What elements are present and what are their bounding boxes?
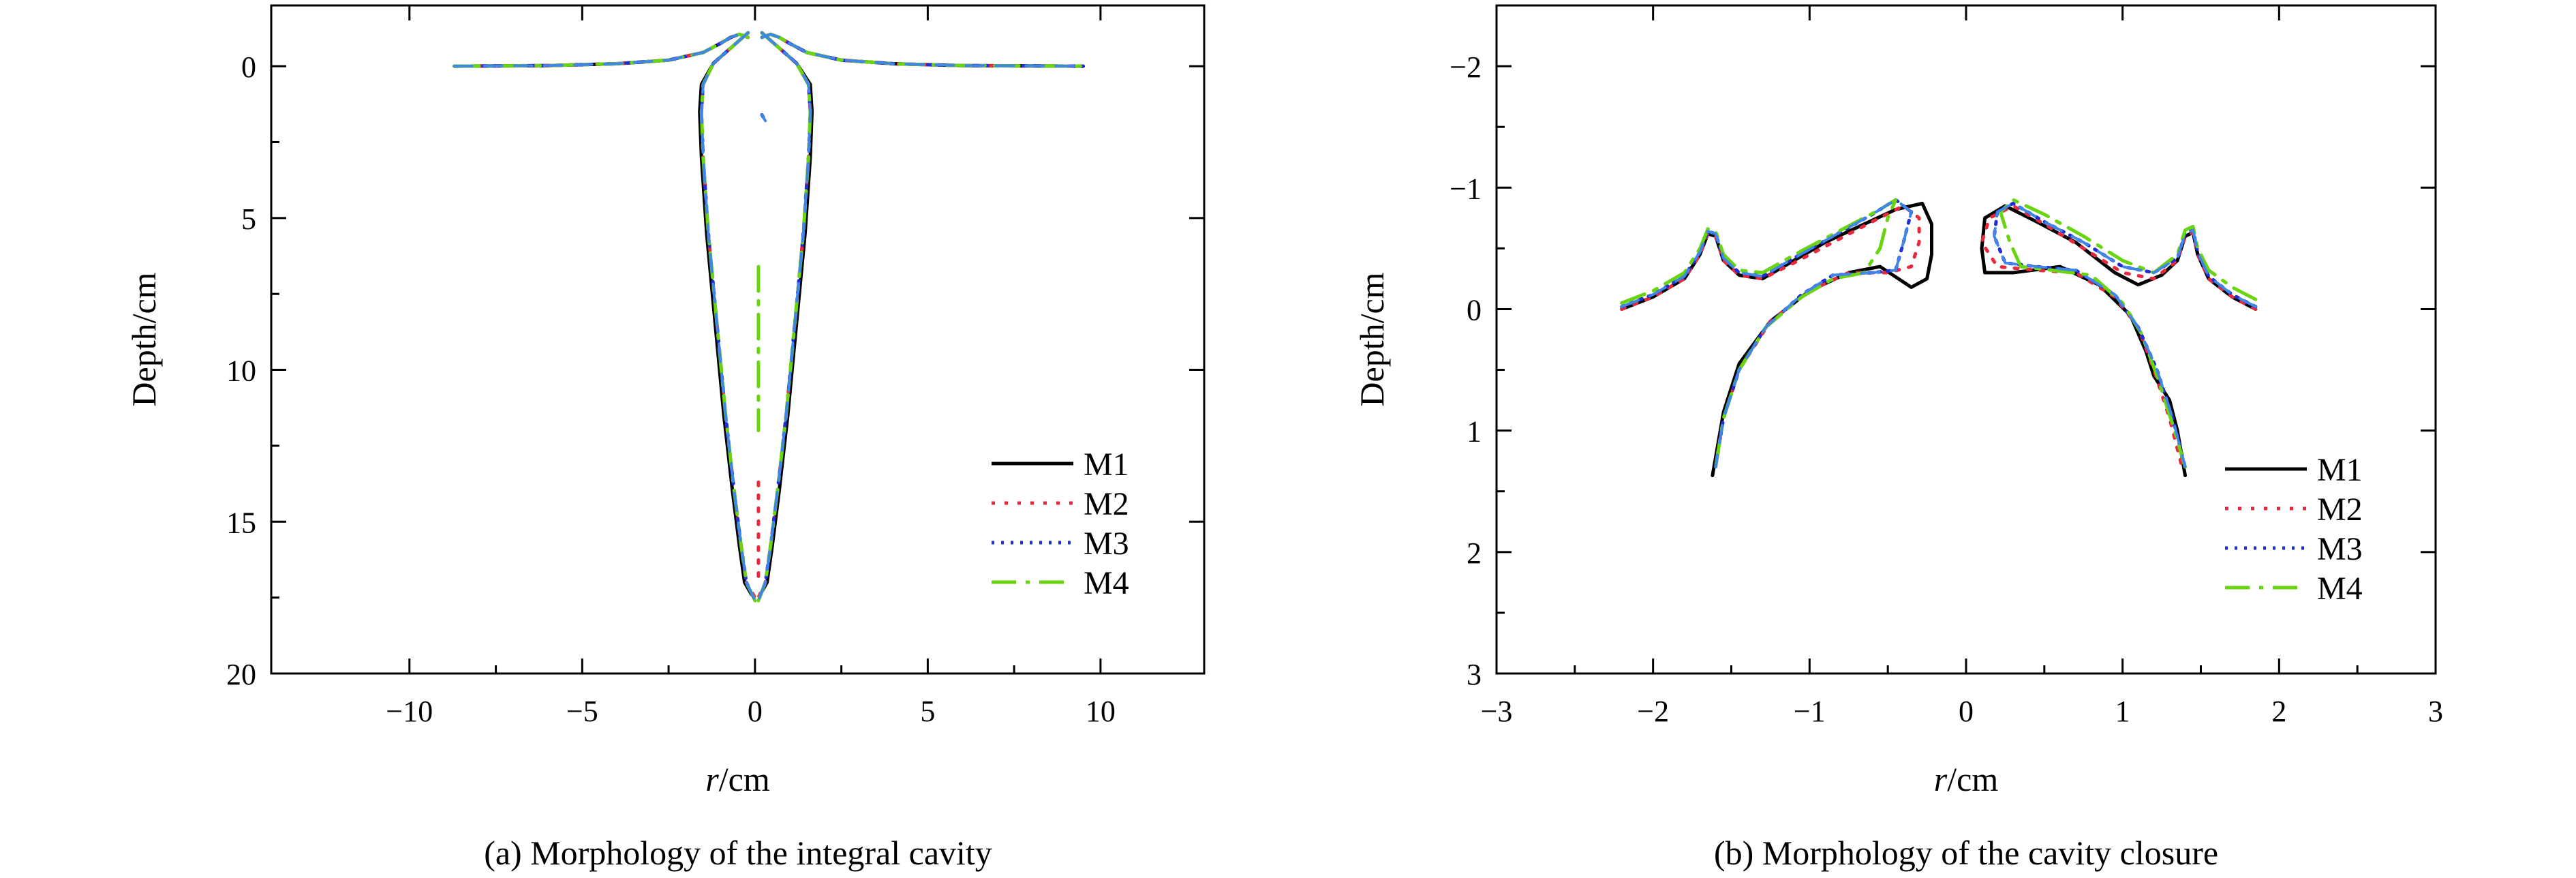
legend-label-m2: M2 — [2317, 491, 2363, 528]
x-axis-label-var: r — [1934, 760, 1948, 798]
series-m2-line — [760, 32, 1085, 68]
series-m2-line — [1620, 204, 1921, 469]
x-axis-label: r/cm — [1934, 760, 1999, 798]
y-tick-label: −2 — [1450, 50, 1482, 84]
x-tick-label: −5 — [566, 695, 598, 728]
y-tick-label: 1 — [1467, 415, 1482, 449]
x-tick-label: 1 — [2115, 695, 2130, 728]
series-m4-line — [1620, 198, 1898, 469]
series-m1-line — [1620, 201, 1933, 478]
panel-a-integral-cavity: −10 −5 0 5 10 0 5 10 15 20 r/cm Depth/cm (a) Morphol… — [125, 4, 1206, 872]
series-m3-overlay-line — [1620, 198, 1913, 469]
series-m3-line — [1992, 201, 2258, 469]
x-axis-label-unit: /cm — [1947, 760, 1998, 798]
x-tick-label: 10 — [1086, 695, 1116, 728]
plot-area — [453, 31, 1085, 603]
y-tick-label: 0 — [241, 50, 256, 84]
legend-label-m4: M4 — [2317, 571, 2363, 607]
series-m4-line — [756, 31, 812, 603]
x-tick-label: 0 — [1959, 695, 1974, 728]
x-tick-label: −1 — [1794, 695, 1826, 728]
y-tick-label: 0 — [1467, 293, 1482, 327]
x-axis-label-var: r — [705, 760, 719, 798]
y-tick-label: 20 — [226, 658, 256, 691]
legend-label-m2: M2 — [1084, 486, 1129, 522]
series-m3-overlay-line — [700, 31, 756, 603]
series-m4-line — [760, 32, 1085, 68]
series-m1-line — [760, 32, 1085, 68]
panel-b-cavity-closure: −3 −2 −1 0 1 2 3 −2 −1 0 1 2 3 r/cm Depth/cm (b) Morpho… — [1353, 4, 2443, 872]
series-m2-line — [756, 31, 812, 600]
legend-label-m3: M3 — [1084, 526, 1129, 562]
series-m3-overlay-line — [453, 33, 750, 68]
y-tick-label: 15 — [226, 506, 256, 539]
plot-area — [1620, 198, 2258, 478]
series-m3-overlay-line — [761, 33, 1085, 68]
panel-caption: (a) Morphology of the integral cavity — [484, 834, 992, 872]
series-m4-line — [699, 31, 757, 603]
y-tick-label: 2 — [1467, 536, 1482, 570]
legend-label-m4: M4 — [1084, 565, 1129, 601]
series-m4-line — [1999, 198, 2258, 469]
y-tick-label: −1 — [1450, 172, 1482, 205]
y-axis-label: Depth/cm — [1353, 272, 1391, 406]
series-m1-line — [698, 31, 754, 596]
series-m3-line — [699, 31, 757, 603]
series-m4-line — [453, 32, 750, 68]
x-tick-label: 2 — [2271, 695, 2286, 728]
x-tick-label: −2 — [1637, 695, 1669, 728]
series-m3-line — [1620, 198, 1914, 469]
series-m1-line — [1980, 204, 2258, 378]
x-tick-label: 3 — [2428, 695, 2443, 728]
y-tick-label: 5 — [241, 202, 256, 236]
x-axis-label-unit: /cm — [719, 760, 770, 798]
y-tick-label: 10 — [226, 354, 256, 388]
series-m2-line — [1980, 204, 2258, 469]
plot-frame — [1495, 4, 2437, 675]
series-m3-line — [756, 31, 812, 603]
series-m2-line — [699, 31, 757, 600]
x-tick-label: 0 — [748, 695, 763, 728]
series-m3-overlay-line — [761, 113, 767, 123]
legend-label-m1: M1 — [2317, 452, 2363, 488]
series-m1-line — [758, 31, 814, 596]
y-axis-label: Depth/cm — [125, 272, 163, 406]
series-m3-line — [760, 32, 1085, 68]
x-tick-label: 5 — [920, 695, 935, 728]
plot-frame — [270, 4, 1206, 675]
series-m3-overlay-line — [1993, 202, 2257, 469]
legend-label-m3: M3 — [2317, 531, 2363, 567]
x-tick-label: −3 — [1481, 695, 1513, 728]
panel-caption: (b) Morphology of the cavity closure — [1714, 834, 2218, 872]
y-tick-label: 3 — [1467, 658, 1482, 691]
x-tick-label: −10 — [386, 695, 433, 728]
series-m3-overlay-line — [756, 31, 812, 603]
legend-label-m1: M1 — [1084, 446, 1129, 483]
x-axis-label: r/cm — [705, 760, 770, 798]
